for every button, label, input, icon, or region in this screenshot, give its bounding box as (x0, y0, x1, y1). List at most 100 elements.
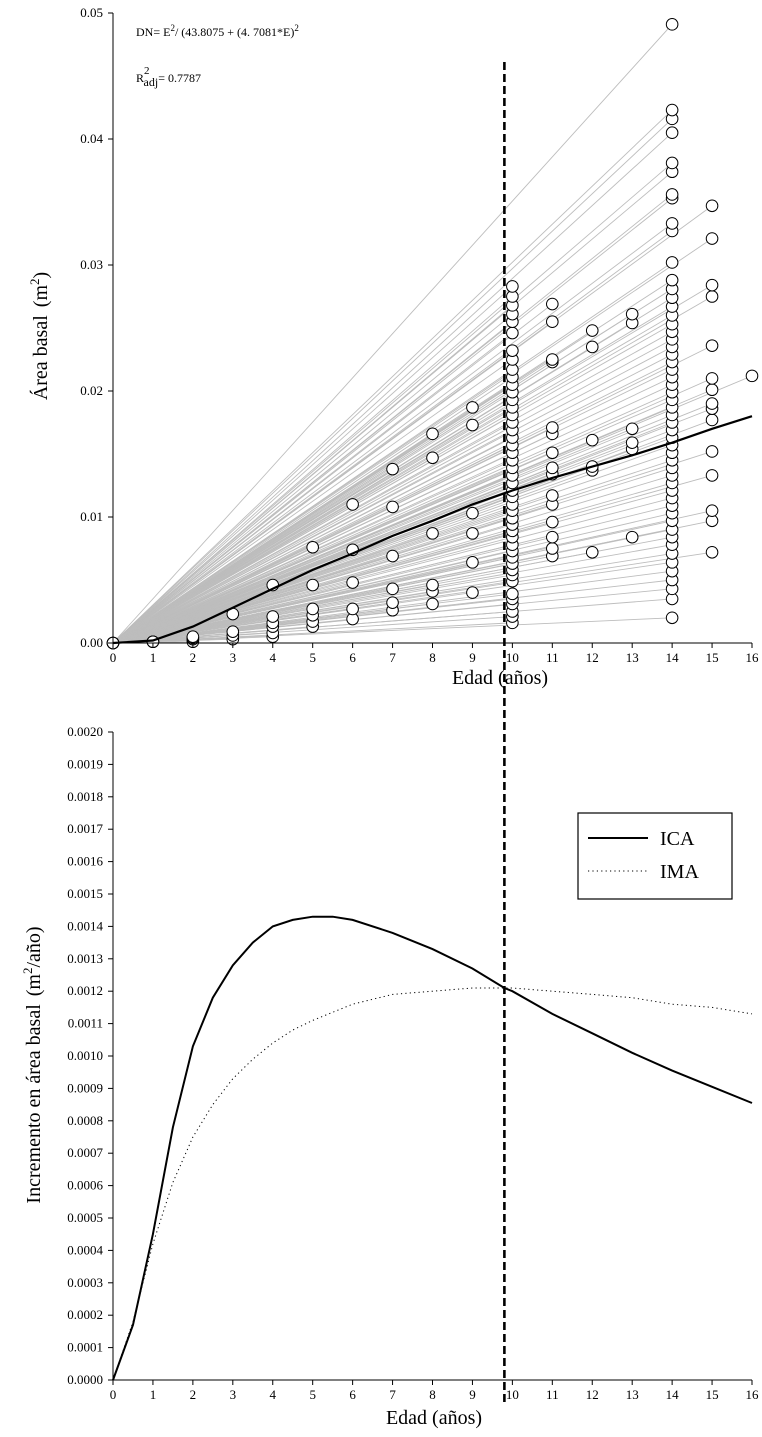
top-x-tick-label: 10 (506, 650, 519, 665)
top-y-tick-label: 0.01 (80, 509, 103, 524)
data-point-28 (346, 602, 359, 616)
data-point-29 (346, 576, 359, 589)
data-point-88 (506, 344, 519, 357)
trajectory-line-102 (112, 303, 553, 644)
top-x-tick-label: 14 (666, 650, 680, 665)
bottom-x-tick-label: 14 (666, 1387, 680, 1402)
trajectory-line-149 (112, 338, 673, 644)
trajectory-line-135 (112, 444, 673, 644)
legend: ICA IMA (577, 812, 733, 900)
top-x-tick-label: 5 (309, 650, 316, 665)
data-point-46 (466, 527, 479, 540)
data-point-174 (665, 18, 679, 31)
data-point-119 (625, 422, 639, 436)
trajectory-line-78 (112, 376, 513, 644)
data-point-19 (266, 610, 280, 623)
trajectory-line-163 (112, 162, 673, 644)
bottom-y-tick-labels: 0.0000 0.0001 0.0002 0.0003 0.0004 0.0005 0.00… (67, 724, 103, 1387)
data-point-122 (665, 611, 679, 625)
data-point-108 (546, 315, 559, 329)
data-point-34 (386, 582, 399, 596)
data-point-115 (585, 324, 599, 337)
data-point-109 (546, 297, 559, 311)
data-point-182 (705, 397, 719, 410)
bottom-x-tick-label: 13 (626, 1387, 639, 1402)
top-x-tick-label: 7 (389, 650, 396, 665)
data-point-168 (665, 188, 679, 201)
trajectory-line-175 (112, 403, 713, 644)
trajectory-line-171 (112, 474, 713, 644)
data-point-44 (466, 586, 479, 599)
trajectory-line-134 (112, 452, 673, 644)
data-point-105 (546, 421, 559, 434)
data-point-178 (705, 469, 719, 482)
trajectory-line-139 (112, 414, 673, 644)
bottom-y-tick-label: 0.0019 (67, 756, 103, 771)
trajectory-line-181 (112, 238, 713, 644)
trajectory-line-116 (112, 598, 673, 644)
trajectory-line-162 (112, 171, 673, 644)
bottom-y-axis-label: Incremento en área basal(m2/año) (20, 926, 45, 1203)
data-point-94 (506, 280, 519, 293)
data-point-33 (386, 596, 399, 609)
bottom-x-tick-label: 11 (546, 1387, 559, 1402)
trajectory-line-168 (112, 551, 713, 644)
trajectory-line-183 (112, 375, 753, 644)
trajectory-line-87 (112, 286, 513, 644)
top-y-tick-label: 0.02 (80, 383, 103, 398)
data-point-121 (625, 307, 639, 321)
trajectory-line-167 (112, 24, 673, 644)
data-points (106, 18, 759, 650)
bottom-x-tick-label: 2 (190, 1387, 197, 1402)
data-point-36 (386, 500, 399, 514)
data-point-40 (426, 578, 439, 592)
data-point-186 (705, 290, 719, 303)
top-y-tick-label: 0.00 (80, 635, 103, 650)
legend-ica-label: ICA (660, 828, 695, 850)
legend-box (577, 812, 733, 900)
data-point-114 (585, 340, 599, 354)
trajectory-line-84 (112, 313, 513, 644)
data-point-41 (426, 527, 439, 540)
top-x-tick-label: 0 (110, 650, 117, 665)
top-x-tick-label: 8 (429, 650, 436, 665)
data-point-103 (546, 446, 559, 460)
trajectory-line-161 (112, 194, 673, 644)
top-y-tick-label: 0.03 (80, 257, 103, 272)
data-point-171 (665, 126, 679, 139)
data-point-190 (745, 369, 759, 383)
top-x-tick-label: 2 (190, 650, 197, 665)
trajectory-line-179 (112, 296, 713, 644)
trajectory-line-147 (112, 354, 673, 644)
ima-series-line (112, 987, 753, 1381)
top-x-tick-label: 1 (150, 650, 157, 665)
data-point-25 (306, 578, 319, 592)
data-point-31 (346, 498, 359, 511)
trajectory-line-156 (112, 279, 673, 644)
trajectory-line-115 (112, 617, 673, 644)
bottom-x-tick-label: 6 (349, 1387, 356, 1402)
data-point-97 (546, 530, 559, 544)
data-point-188 (705, 232, 719, 245)
trajectory-line-159 (112, 223, 673, 644)
data-point-26 (306, 540, 319, 554)
bottom-y-tick-label: 0.0017 (67, 821, 103, 836)
trajectory-line-128 (112, 497, 673, 644)
top-chart: 0 1 2 3 4 5 6 7 8 9 10 11 12 13 14 15 16 0.000.010.020.0… (27, 5, 759, 689)
trajectory-line-172 (112, 451, 713, 644)
trajectory-line-180 (112, 284, 713, 644)
bottom-y-tick-label: 0.0014 (67, 918, 103, 933)
bottom-y-tick-label: 0.0012 (67, 983, 103, 998)
top-axes (108, 12, 753, 648)
trajectory-line-150 (112, 331, 673, 644)
top-x-tick-label: 3 (230, 650, 237, 665)
data-point-55 (506, 587, 519, 601)
bottom-x-tick-label: 15 (706, 1387, 719, 1402)
bottom-x-tick-label: 4 (270, 1387, 277, 1402)
fitted-curve (112, 415, 753, 645)
data-point-163 (665, 273, 679, 287)
bottom-x-tick-label: 9 (469, 1387, 476, 1402)
bottom-y-tick-label: 0.0003 (67, 1275, 103, 1290)
data-point-47 (466, 506, 479, 520)
trajectory-line-173 (112, 419, 713, 644)
